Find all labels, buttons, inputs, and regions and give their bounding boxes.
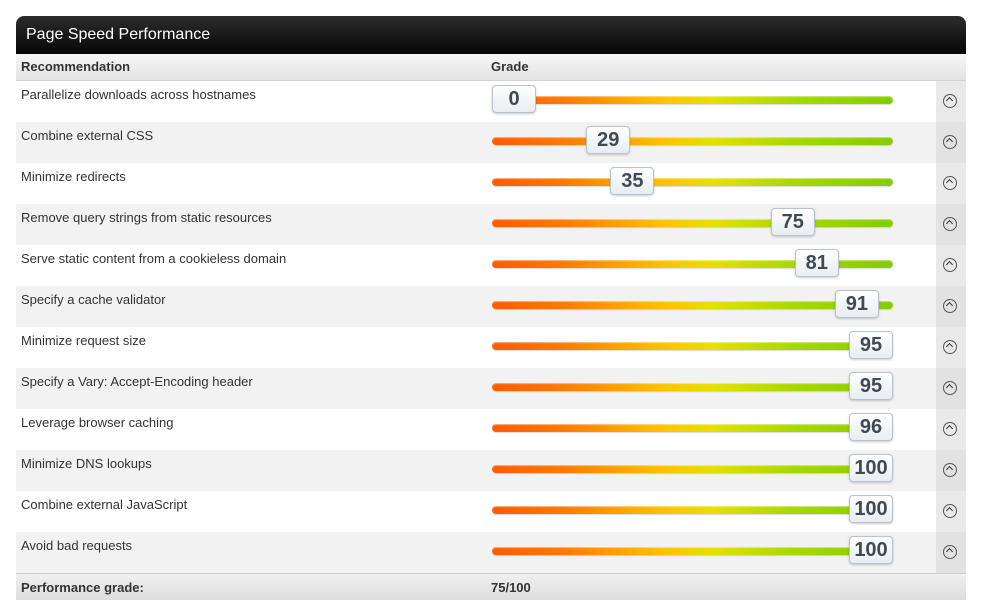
recommendation-label: Remove query strings from static resourc… bbox=[21, 210, 272, 225]
row-toggle-cell bbox=[936, 327, 966, 368]
table-row: Parallelize downloads across hostnames 0 bbox=[16, 81, 966, 122]
chevron-up-circle-icon[interactable] bbox=[943, 176, 957, 190]
grade-value: 96 bbox=[849, 413, 893, 441]
chevron-up-circle-icon[interactable] bbox=[943, 340, 957, 354]
grade-bar bbox=[492, 96, 893, 104]
page-speed-panel: Page Speed Performance Recommendation Gr… bbox=[16, 16, 966, 600]
grade-bar bbox=[492, 137, 893, 145]
chevron-up-circle-icon[interactable] bbox=[943, 258, 957, 272]
recommendation-list: Parallelize downloads across hostnames 0 C… bbox=[16, 81, 966, 573]
grade-value: 81 bbox=[794, 249, 839, 277]
recommendation-label: Combine external JavaScript bbox=[21, 497, 188, 512]
row-toggle-cell bbox=[936, 204, 966, 245]
table-footer: Performance grade: 75/100 bbox=[16, 573, 966, 600]
recommendation-label: Specify a Vary: Accept-Encoding header bbox=[21, 374, 253, 389]
table-row: Minimize request size 95 bbox=[16, 327, 966, 368]
recommendation-label: Minimize redirects bbox=[21, 169, 126, 184]
row-toggle-cell bbox=[936, 286, 966, 327]
grade-bar bbox=[492, 424, 893, 432]
table-header: Recommendation Grade bbox=[16, 54, 966, 81]
panel-title: Page Speed Performance bbox=[16, 16, 966, 54]
chevron-up-circle-icon[interactable] bbox=[943, 422, 957, 436]
table-row: Remove query strings from static resourc… bbox=[16, 204, 966, 245]
chevron-up-circle-icon[interactable] bbox=[943, 504, 957, 518]
grade-value: 0 bbox=[492, 85, 536, 113]
grade-bar bbox=[492, 260, 893, 268]
grade-bar bbox=[492, 547, 893, 555]
recommendation-label: Minimize request size bbox=[21, 333, 146, 348]
table-row: Serve static content from a cookieless d… bbox=[16, 245, 966, 286]
row-toggle-cell bbox=[936, 532, 966, 573]
recommendation-label: Combine external CSS bbox=[21, 128, 154, 143]
grade-value: 29 bbox=[586, 126, 631, 154]
row-toggle-cell bbox=[936, 245, 966, 286]
table-row: Combine external JavaScript 100 bbox=[16, 491, 966, 532]
recommendation-label: Avoid bad requests bbox=[21, 538, 133, 553]
recommendation-label: Minimize DNS lookups bbox=[21, 456, 152, 471]
row-toggle-cell bbox=[936, 450, 966, 491]
grade-bar bbox=[492, 383, 893, 391]
recommendation-label: Parallelize downloads across hostnames bbox=[21, 87, 256, 102]
table-row: Avoid bad requests 100 bbox=[16, 532, 966, 573]
performance-grade-label: Performance grade: bbox=[21, 580, 144, 595]
grade-value: 100 bbox=[849, 536, 893, 564]
table-row: Specify a cache validator 91 bbox=[16, 286, 966, 327]
table-row: Combine external CSS 29 bbox=[16, 122, 966, 163]
chevron-up-circle-icon[interactable] bbox=[943, 135, 957, 149]
chevron-up-circle-icon[interactable] bbox=[943, 381, 957, 395]
grade-bar bbox=[492, 219, 893, 227]
recommendation-label: Specify a cache validator bbox=[21, 292, 166, 307]
table-row: Minimize DNS lookups 100 bbox=[16, 450, 966, 491]
recommendation-label: Serve static content from a cookieless d… bbox=[21, 251, 287, 266]
grade-value: 35 bbox=[610, 167, 655, 195]
grade-bar bbox=[492, 342, 893, 350]
grade-value: 100 bbox=[849, 454, 893, 482]
recommendation-label: Leverage browser caching bbox=[21, 415, 174, 430]
chevron-up-circle-icon[interactable] bbox=[943, 545, 957, 559]
grade-bar bbox=[492, 506, 893, 514]
column-header-recommendation: Recommendation bbox=[21, 59, 131, 74]
row-toggle-cell bbox=[936, 163, 966, 204]
grade-bar bbox=[492, 465, 893, 473]
chevron-up-circle-icon[interactable] bbox=[943, 217, 957, 231]
grade-value: 91 bbox=[834, 290, 879, 318]
column-header-grade: Grade bbox=[491, 59, 529, 74]
row-toggle-cell bbox=[936, 368, 966, 409]
row-toggle-cell bbox=[936, 122, 966, 163]
row-toggle-cell bbox=[936, 81, 966, 122]
performance-grade-value: 75/100 bbox=[491, 580, 531, 595]
grade-value: 95 bbox=[849, 331, 893, 359]
grade-bar bbox=[492, 178, 893, 186]
chevron-up-circle-icon[interactable] bbox=[943, 299, 957, 313]
grade-value: 75 bbox=[770, 208, 815, 236]
table-row: Minimize redirects 35 bbox=[16, 163, 966, 204]
grade-value: 95 bbox=[849, 372, 893, 400]
table-row: Leverage browser caching 96 bbox=[16, 409, 966, 450]
table-row: Specify a Vary: Accept-Encoding header 95 bbox=[16, 368, 966, 409]
grade-bar bbox=[492, 301, 893, 309]
row-toggle-cell bbox=[936, 409, 966, 450]
chevron-up-circle-icon[interactable] bbox=[943, 94, 957, 108]
row-toggle-cell bbox=[936, 491, 966, 532]
chevron-up-circle-icon[interactable] bbox=[943, 463, 957, 477]
grade-value: 100 bbox=[849, 495, 893, 523]
